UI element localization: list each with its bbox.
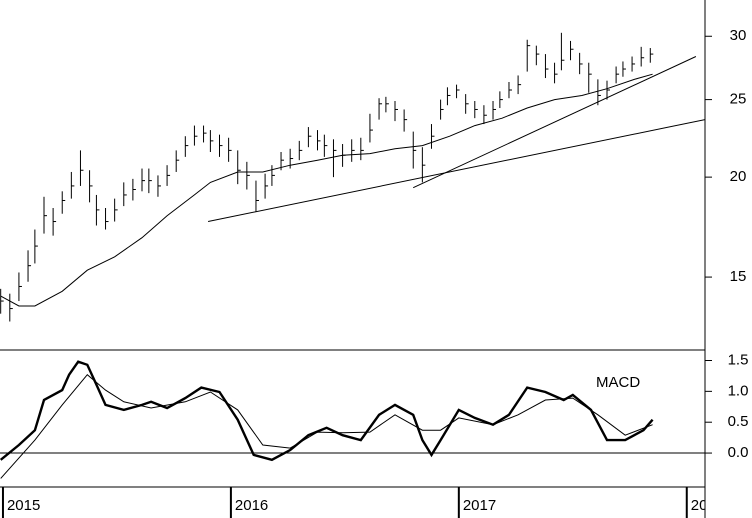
y-tick-label: 15 <box>730 268 747 285</box>
trend-line <box>412 56 697 189</box>
y-tick-label: 25 <box>730 91 747 108</box>
x-tick-label: 2017 <box>463 497 496 514</box>
y-tick-label: 1.0 <box>728 382 749 399</box>
x-tick-label: 2018 <box>691 497 724 514</box>
plot-area: 2015 2016 2017 2018 <box>0 32 724 518</box>
x-tick-label: 2016 <box>235 497 268 514</box>
y-tick-label: 0.0 <box>728 444 749 461</box>
y-tick-label: 1.5 <box>728 351 749 368</box>
moving-average <box>0 73 653 307</box>
y-tick-label: 0.5 <box>728 413 749 430</box>
macd-line <box>0 373 653 479</box>
y-tick-label: 30 <box>730 27 747 44</box>
macd-line <box>0 360 654 462</box>
panel-title: MACD <box>596 374 640 391</box>
trend-line <box>207 119 705 222</box>
y-tick-label: 20 <box>730 168 747 185</box>
x-tick-label: 2015 <box>7 497 40 514</box>
